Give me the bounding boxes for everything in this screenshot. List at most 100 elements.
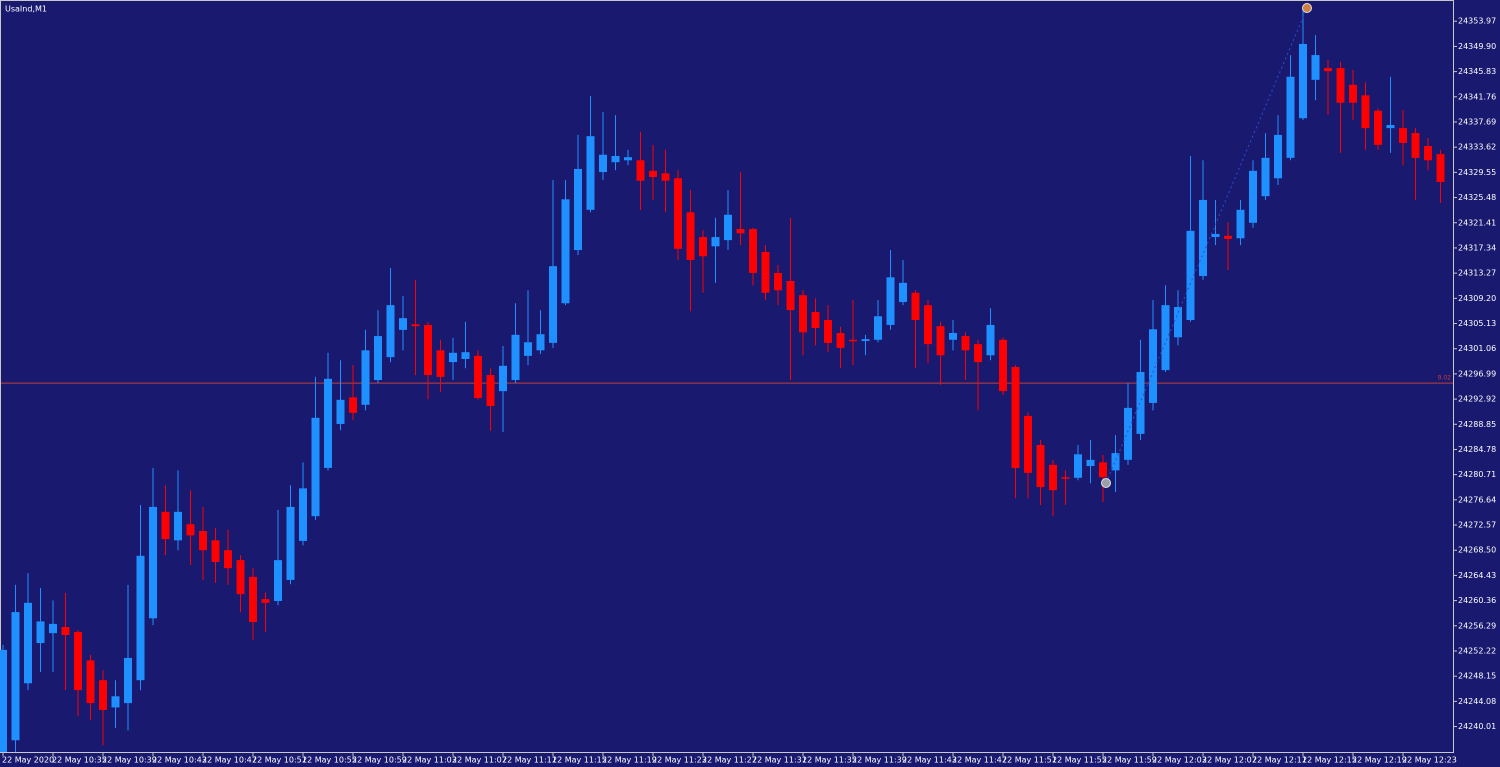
y-tick-label: 24337.69	[1458, 117, 1496, 126]
candle-body	[1024, 415, 1032, 473]
y-tick-label: 24276.64	[1458, 495, 1496, 504]
candle-body	[1424, 146, 1432, 161]
candle-body	[236, 560, 245, 595]
candle-body	[1086, 459, 1095, 467]
candle-body	[1386, 125, 1395, 129]
candle-body	[524, 342, 532, 356]
candle-body	[336, 399, 345, 424]
candle-body	[274, 560, 282, 601]
candle-body	[999, 339, 1007, 392]
x-tick-label: 22 May 10:51	[252, 756, 307, 765]
candle-body	[1224, 235, 1232, 239]
candle-body	[699, 237, 707, 257]
candle-body	[49, 623, 57, 634]
candle-body	[111, 696, 120, 708]
x-tick-label: 22 May 11:03	[402, 756, 457, 765]
candle-body	[1286, 76, 1295, 158]
y-tick-label: 24321.41	[1458, 218, 1496, 227]
candle-body	[149, 506, 157, 619]
y-tick-label: 24264.43	[1458, 571, 1496, 580]
x-tick-label: 22 May 11:59	[1102, 756, 1157, 765]
x-tick-label: 22 May 11:19	[602, 756, 657, 765]
candle-body	[961, 336, 970, 351]
candle-body	[1011, 367, 1020, 468]
candle-body	[899, 282, 907, 303]
candle-body	[1161, 305, 1170, 371]
candle-body	[36, 621, 45, 644]
x-tick-label: 22 May 11:27	[702, 756, 757, 765]
candle-body	[486, 375, 495, 407]
x-tick-label: 22 May 11:55	[1052, 756, 1107, 765]
candle-body	[1074, 454, 1082, 478]
y-tick-label: 24256.29	[1458, 621, 1496, 630]
y-tick-label: 24349.90	[1458, 42, 1496, 51]
candle-body	[386, 305, 395, 358]
trade-marker	[1101, 478, 1111, 488]
candle-body	[724, 214, 732, 241]
candle-body	[1436, 154, 1445, 182]
candle-body	[1349, 84, 1357, 103]
candle-body	[611, 155, 620, 163]
candle-body	[836, 332, 845, 348]
candle-body	[924, 305, 932, 345]
x-tick-label: 22 May 10:59	[352, 756, 407, 765]
x-tick-label: 22 May 11:47	[952, 756, 1007, 765]
candle-body	[499, 365, 507, 392]
candle-body	[986, 324, 995, 356]
y-tick-label: 24317.34	[1458, 243, 1496, 252]
candle-body	[24, 602, 32, 684]
candle-body	[374, 336, 382, 381]
candle-body	[786, 280, 795, 311]
candle-body	[224, 550, 232, 569]
chart-title: UsaInd,M1	[5, 5, 47, 14]
x-tick-label: 22 May 11:23	[652, 756, 707, 765]
candle-body	[1374, 110, 1382, 145]
level-label: 9.02	[1438, 375, 1452, 382]
trade-marker	[1302, 3, 1312, 13]
candle-body	[1099, 462, 1107, 478]
y-tick-label: 24284.78	[1458, 445, 1496, 454]
candle-body	[674, 178, 682, 249]
candle-body	[424, 324, 432, 376]
candle-body	[324, 378, 332, 468]
candle-body	[136, 555, 145, 681]
candle-body	[749, 229, 757, 273]
candle-body	[874, 316, 882, 340]
candle-body	[636, 160, 645, 181]
x-tick-label: 22 May 10:35	[52, 756, 107, 765]
x-tick-label: 22 May 11:39	[852, 756, 907, 765]
candle-body	[124, 657, 132, 704]
x-tick-label: 22 May 12:11	[1252, 756, 1307, 765]
candle-body	[1411, 133, 1420, 158]
candle-body	[449, 352, 457, 363]
candle-body	[549, 266, 557, 343]
candle-body	[1236, 209, 1245, 239]
candle-body	[174, 511, 182, 541]
candle-body	[736, 229, 745, 234]
y-tick-label: 24252.22	[1458, 646, 1496, 655]
candle-body	[1036, 445, 1045, 488]
candle-body	[811, 311, 820, 329]
y-tick-label: 24309.20	[1458, 294, 1496, 303]
candle-body	[436, 350, 445, 377]
candle-body	[599, 154, 607, 173]
y-tick-label: 24325.48	[1458, 193, 1496, 202]
candle-body	[649, 170, 657, 178]
y-tick-label: 24292.92	[1458, 395, 1496, 404]
x-tick-label: 22 May 11:51	[1002, 756, 1057, 765]
y-tick-label: 24333.62	[1458, 143, 1496, 152]
candle-body	[349, 397, 357, 413]
y-tick-label: 24240.01	[1458, 722, 1496, 731]
candle-body	[1174, 306, 1182, 338]
plot-frame	[0, 0, 1454, 753]
x-tick-label: 22 May 10:55	[302, 756, 357, 765]
candle-body	[1399, 128, 1407, 143]
x-tick-label: 22 May 10:43	[152, 756, 207, 765]
candle-body	[624, 157, 632, 161]
candle-body	[186, 524, 195, 536]
candle-body	[61, 626, 70, 636]
candle-body	[11, 612, 20, 741]
candle-body	[949, 332, 957, 340]
candle-body	[299, 488, 307, 541]
candle-body	[1199, 199, 1207, 277]
